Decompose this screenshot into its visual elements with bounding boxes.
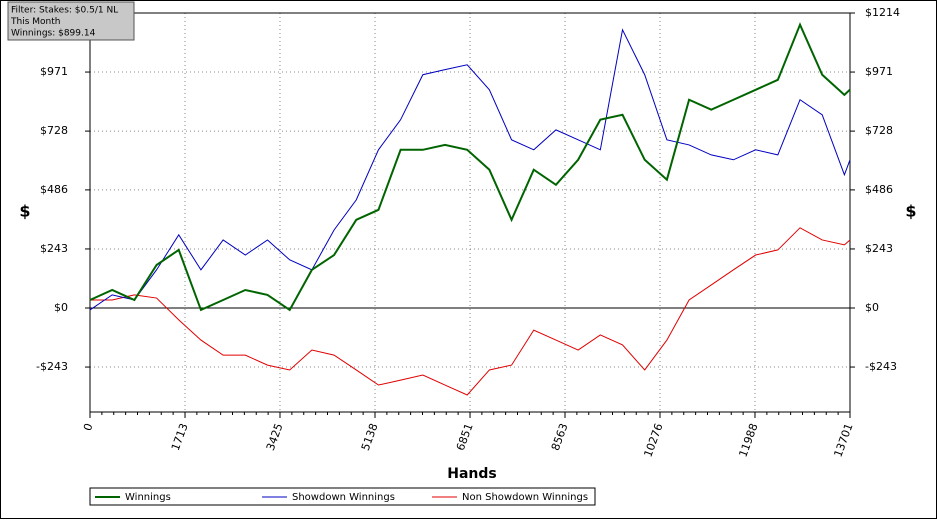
y2-tick-label: -$243 (865, 360, 897, 373)
series-line (90, 227, 851, 396)
y-tick-label: $243 (40, 242, 68, 255)
filter-text: This Month (10, 17, 60, 27)
legend-label: Winnings (125, 492, 171, 503)
filter-text: Filter: Stakes: $0.5/1 NL (11, 6, 118, 16)
plot-border (89, 12, 851, 413)
filter-box (7, 1, 135, 41)
x-tick-label: 0 (81, 422, 96, 433)
y2-tick-label: $971 (865, 65, 893, 78)
y2-axis-label: $ (905, 202, 916, 221)
legend-label: Non Showdown Winnings (462, 492, 588, 503)
y-tick-label: $728 (40, 124, 68, 137)
legend-box (89, 487, 596, 506)
legend-label: Showdown Winnings (292, 492, 395, 503)
y-tick-label: $0 (54, 301, 68, 314)
plot-area (90, 13, 850, 412)
y2-tick-label: $1214 (865, 6, 900, 19)
x-axis-label: Hands (447, 466, 497, 482)
series-line (89, 28, 851, 311)
y2-tick-label: $0 (865, 301, 879, 314)
y2-tick-label: $243 (865, 242, 893, 255)
y-tick-label: $486 (40, 183, 68, 196)
y-axis-label: $ (19, 202, 30, 221)
series-line (89, 22, 851, 312)
y2-tick-label: $728 (865, 124, 893, 137)
y-tick-label: -$243 (36, 360, 68, 373)
y-tick-label: $971 (40, 65, 68, 78)
y2-tick-label: $486 (865, 183, 893, 196)
filter-text: Winnings: $899.14 (11, 29, 96, 39)
